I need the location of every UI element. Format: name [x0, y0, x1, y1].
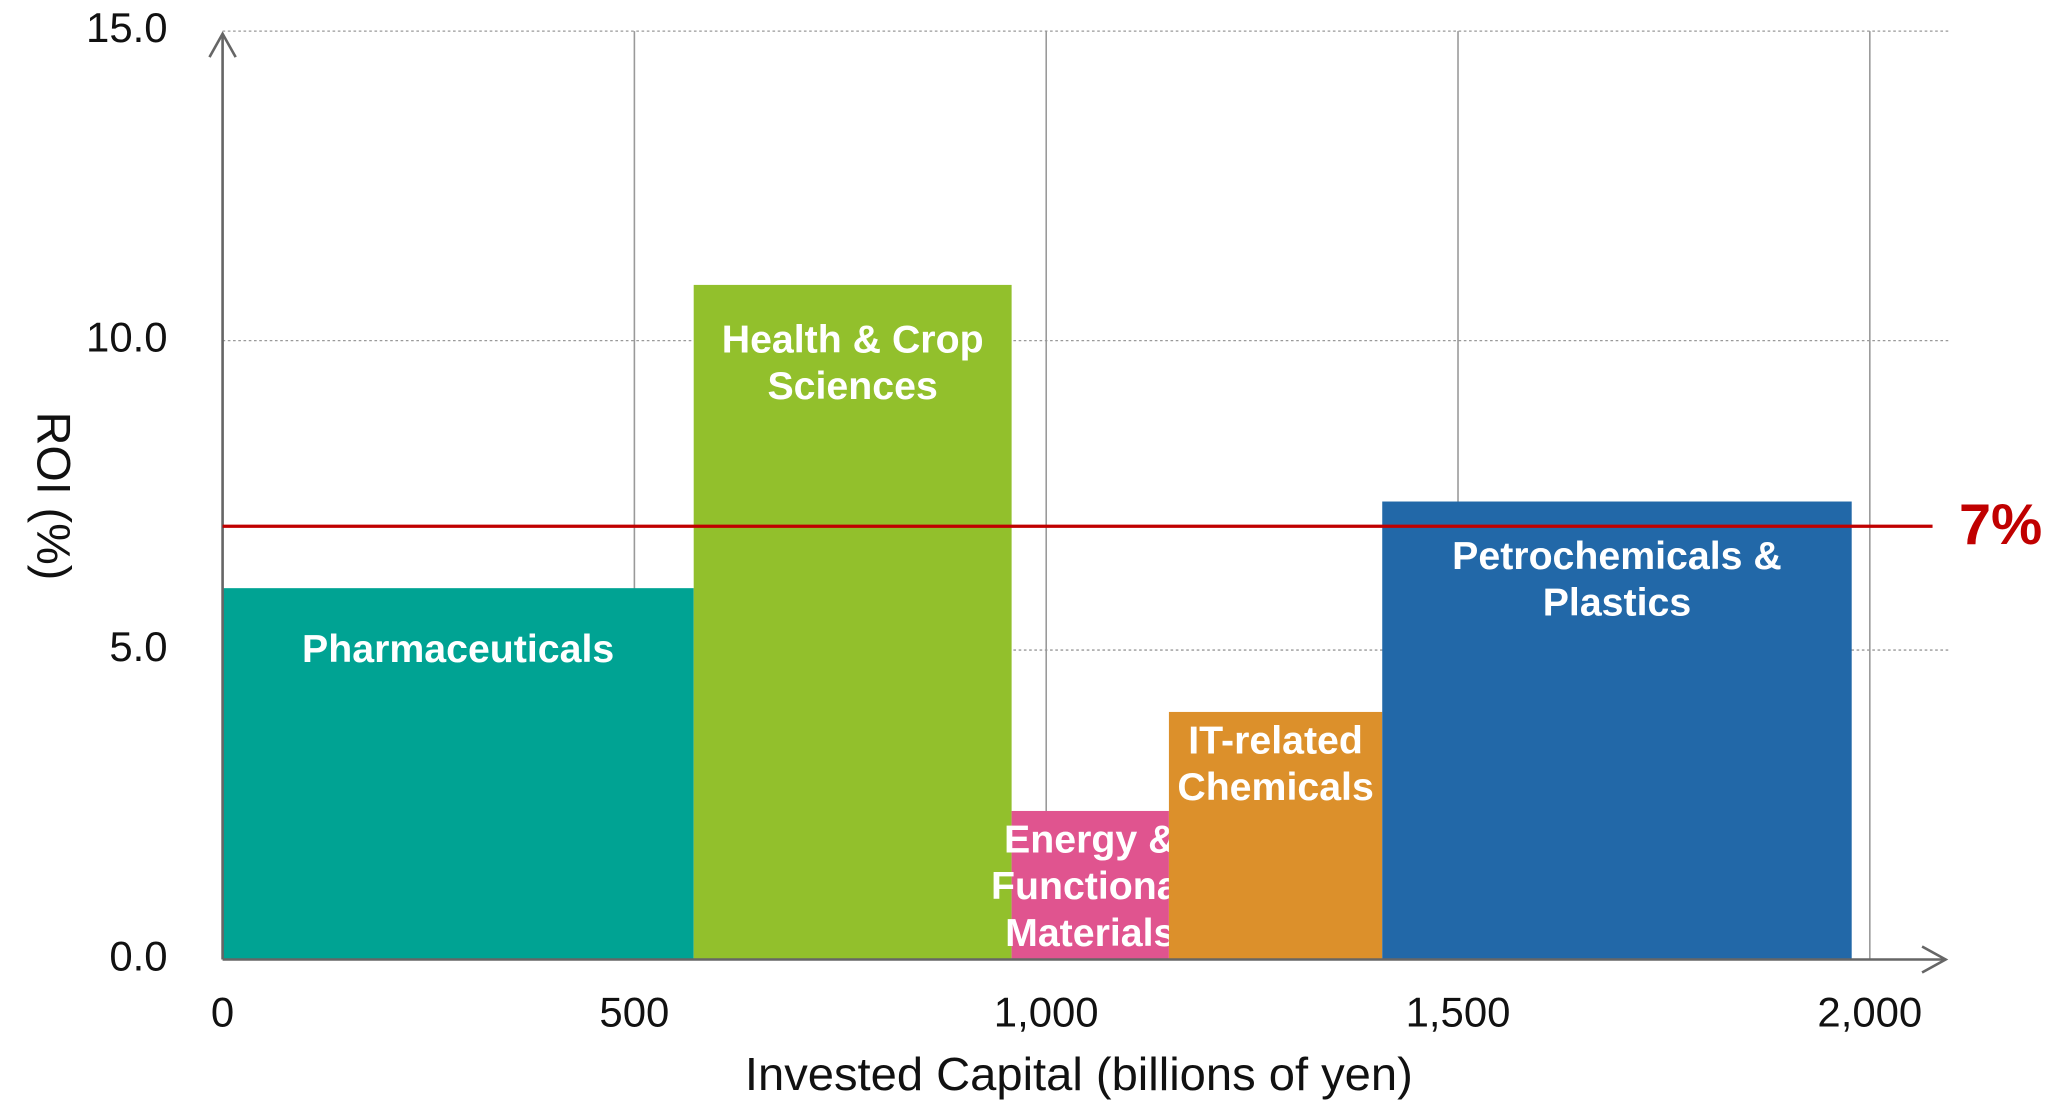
x-axis-title: Invested Capital (billions of yen) — [745, 1048, 1413, 1100]
bar-label: Materials — [1005, 912, 1175, 955]
y-tick-label: 15.0 — [86, 4, 168, 51]
bar-label: IT-related — [1188, 720, 1363, 763]
y-tick-label: 10.0 — [86, 314, 168, 361]
bar — [1011, 810, 1169, 960]
x-tick-label: 2,000 — [1817, 988, 1922, 1035]
x-tick-label: 1,000 — [994, 988, 1099, 1035]
x-axis-arrow — [1921, 945, 1949, 974]
y-tick-label: 0.0 — [109, 933, 167, 980]
y-tick-label: 5.0 — [109, 623, 167, 670]
y-axis-title: ROI (%) — [27, 412, 79, 581]
bar-label: Energy & — [1004, 819, 1176, 862]
bar-label: Functional — [991, 865, 1190, 908]
bar-label: Sciences — [767, 365, 937, 408]
reference-label: 7% — [1959, 493, 2042, 557]
x-tick-label: 0 — [211, 988, 234, 1035]
bar-label: Chemicals — [1177, 766, 1373, 809]
bar-label: Health & Crop — [722, 318, 984, 361]
x-tick-label: 500 — [599, 988, 669, 1035]
bar — [1168, 711, 1383, 960]
x-tick-label: 1,500 — [1406, 988, 1511, 1035]
y-axis-arrow — [208, 31, 237, 58]
bar — [222, 588, 694, 960]
bar-label: Petrochemicals & — [1452, 535, 1782, 578]
bar-label: Pharmaceuticals — [302, 628, 614, 671]
bar-label: Plastics — [1543, 582, 1691, 625]
bar — [693, 284, 1012, 960]
bar — [1382, 501, 1852, 960]
